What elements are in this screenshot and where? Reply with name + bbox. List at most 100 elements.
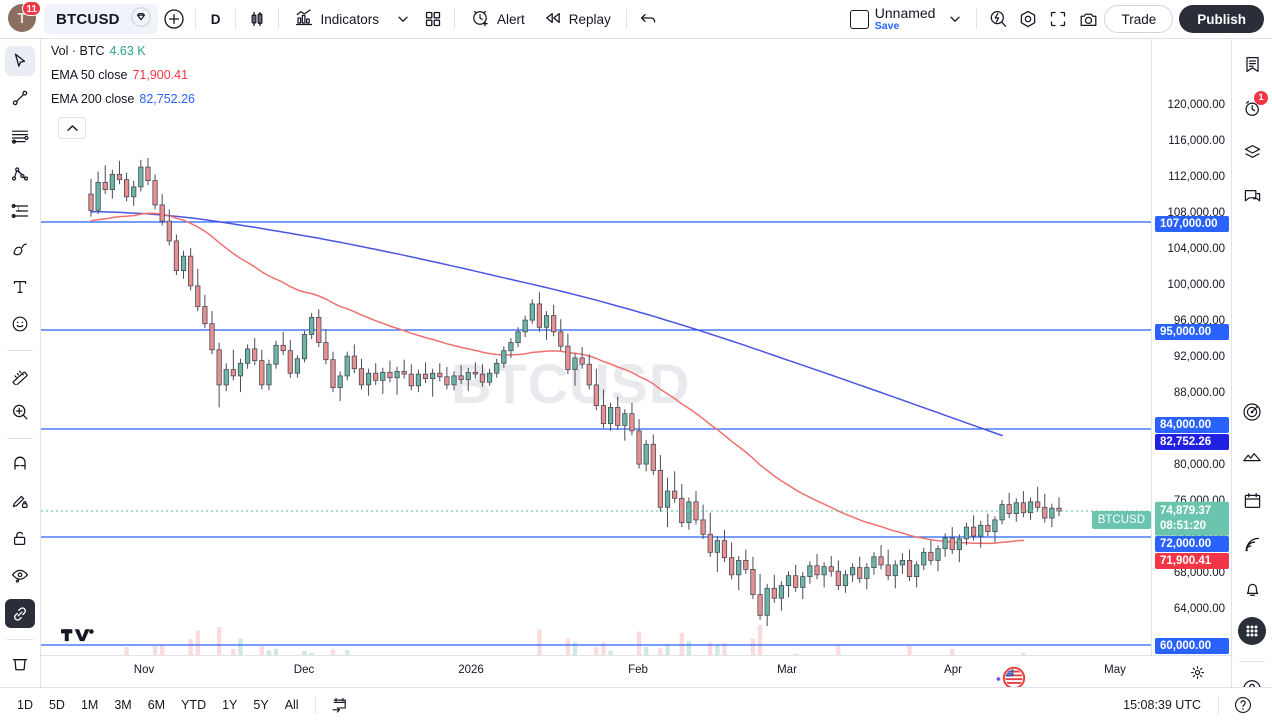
candle-body[interactable]: [821, 566, 827, 576]
candle-body[interactable]: [622, 413, 628, 426]
cursor-tool[interactable]: [5, 46, 35, 76]
candle-body[interactable]: [607, 406, 614, 424]
candle-body[interactable]: [401, 370, 407, 375]
candle-body[interactable]: [365, 372, 372, 386]
candle-body[interactable]: [102, 181, 108, 190]
candle-body[interactable]: [970, 526, 977, 537]
layout-checkbox-icon[interactable]: [849, 9, 869, 29]
candle-body[interactable]: [145, 166, 151, 182]
candle-body[interactable]: [721, 540, 728, 559]
time-scale[interactable]: Nov Dec 2026 Feb Mar Apr May: [41, 655, 1231, 687]
candle-body[interactable]: [494, 362, 500, 374]
candle-body[interactable]: [309, 316, 315, 335]
candle-body[interactable]: [351, 355, 357, 370]
magnet-tool[interactable]: [5, 448, 35, 478]
candle-body[interactable]: [1027, 501, 1034, 514]
volume-legend[interactable]: Vol · BTC 4.63 K: [51, 44, 195, 68]
candle-body[interactable]: [123, 179, 130, 198]
candle-body[interactable]: [892, 564, 898, 577]
tradingview-logo-icon[interactable]: [61, 622, 95, 644]
candle-body[interactable]: [430, 372, 436, 380]
layout-save-label[interactable]: Save: [874, 19, 900, 32]
user-avatar[interactable]: T 11: [8, 1, 41, 34]
candle-body[interactable]: [1013, 502, 1019, 514]
candle-body[interactable]: [593, 384, 599, 406]
candle-body[interactable]: [394, 370, 400, 379]
candle-body[interactable]: [543, 315, 550, 328]
collapse-legend-button[interactable]: [58, 117, 86, 139]
candle-body[interactable]: [138, 166, 144, 188]
symbol-search-button[interactable]: BTCUSD: [44, 4, 158, 34]
chart-type-button[interactable]: [243, 5, 271, 33]
fib-retracement-tool[interactable]: L: [5, 197, 35, 227]
publish-button[interactable]: Publish: [1179, 5, 1264, 33]
remove-drawings-tool[interactable]: [5, 649, 35, 679]
trade-button[interactable]: Trade: [1104, 5, 1174, 33]
candle-body[interactable]: [479, 373, 486, 383]
candle-body[interactable]: [935, 548, 941, 561]
candle-body[interactable]: [330, 359, 336, 389]
snapshot-button[interactable]: [1074, 5, 1102, 33]
candle-body[interactable]: [259, 360, 265, 386]
public-chats-panel-button[interactable]: [1237, 441, 1267, 471]
emoji-tool[interactable]: [5, 309, 35, 339]
timeframe-all[interactable]: All: [284, 697, 299, 712]
candle-body[interactable]: [978, 524, 984, 537]
candle-body[interactable]: [287, 350, 293, 374]
candle-body[interactable]: [415, 373, 422, 387]
candle-body[interactable]: [344, 355, 350, 377]
candle-body[interactable]: [778, 585, 785, 599]
candle-body[interactable]: [159, 204, 165, 222]
candle-body[interactable]: [586, 363, 592, 386]
candle-body[interactable]: [244, 348, 251, 364]
candle-body[interactable]: [736, 560, 742, 576]
drawing-mode-tool[interactable]: [5, 486, 35, 516]
quick-search-button[interactable]: [984, 5, 1012, 33]
candle-body[interactable]: [793, 575, 799, 588]
trend-line-tool[interactable]: [5, 84, 35, 114]
candle-body[interactable]: [294, 358, 301, 374]
candle-body[interactable]: [565, 345, 571, 371]
chart-area[interactable]: BTCUSD Vol · BTC 4.63 K EMA 50 close 71,…: [41, 39, 1231, 687]
candle-body[interactable]: [700, 519, 706, 535]
candle-body[interactable]: [842, 574, 849, 586]
hide-drawings-tool[interactable]: [5, 561, 35, 591]
candle-body[interactable]: [1042, 506, 1048, 519]
candle-body[interactable]: [301, 334, 308, 360]
economic-event-marker-icon[interactable]: [988, 663, 1032, 687]
candle-body[interactable]: [451, 375, 457, 386]
level-tag-107000[interactable]: 107,000.00: [1155, 216, 1229, 232]
timeframe-1y[interactable]: 1Y: [222, 697, 238, 712]
candle-body[interactable]: [173, 240, 180, 271]
candle-body[interactable]: [252, 348, 258, 361]
level-tag-60000[interactable]: 60,000.00: [1155, 638, 1229, 654]
alert-button[interactable]: Alert: [462, 4, 533, 34]
timeframe-5y[interactable]: 5Y: [253, 697, 269, 712]
candle-body[interactable]: [116, 173, 123, 181]
candle-body[interactable]: [764, 587, 770, 616]
candle-body[interactable]: [408, 373, 414, 387]
candle-body[interactable]: [807, 565, 813, 577]
candle-body[interactable]: [458, 375, 464, 380]
ema50-legend[interactable]: EMA 50 close 71,900.41: [51, 68, 195, 92]
candle-body[interactable]: [486, 372, 493, 383]
candle-body[interactable]: [472, 371, 478, 375]
chart-settings-button[interactable]: [1014, 5, 1042, 33]
timeframe-ytd[interactable]: YTD: [181, 697, 207, 712]
candle-body[interactable]: [615, 406, 621, 426]
candle-body[interactable]: [1020, 502, 1027, 514]
candle-body[interactable]: [636, 430, 642, 465]
chart-plot[interactable]: [41, 39, 1151, 687]
candle-body[interactable]: [337, 375, 343, 388]
candle-body[interactable]: [209, 323, 215, 351]
candle-body[interactable]: [515, 331, 521, 343]
candle-body[interactable]: [814, 565, 820, 576]
candle-body[interactable]: [558, 331, 564, 347]
text-tool[interactable]: [5, 272, 35, 302]
ideas-panel-button[interactable]: [1237, 397, 1267, 427]
candle-body[interactable]: [1006, 504, 1012, 515]
candle-body[interactable]: [572, 357, 578, 370]
candle-body[interactable]: [629, 413, 635, 432]
candle-body[interactable]: [223, 369, 229, 386]
ema50-tag[interactable]: 71,900.41: [1155, 553, 1229, 569]
